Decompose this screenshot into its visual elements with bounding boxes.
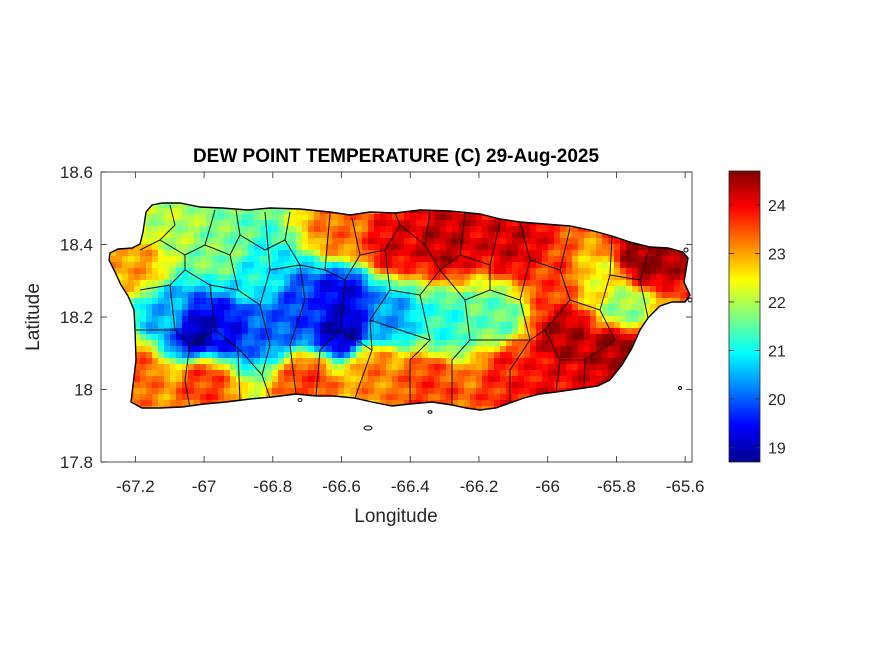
municipal-border [259,304,271,399]
chart-title: DEW POINT TEMPERATURE (C) 29-Aug-2025 [193,146,600,167]
municipal-border [439,265,491,301]
municipal-border [409,294,431,404]
colorbar: 19 20 21 22 23 24 [728,170,786,463]
municipal-border [237,349,241,403]
x-tick-label: -65.8 [597,477,636,496]
coastline [108,202,691,411]
x-tick-label: -67.2 [116,477,155,496]
municipal-border [583,309,616,389]
x-tick-label: -66 [535,477,560,496]
municipal-border [139,255,186,291]
municipal-border [284,213,331,271]
y-tick-label: 18.4 [60,236,93,255]
islet [297,398,303,402]
municipal-border [315,279,346,397]
islet [683,247,689,253]
municipal-border [214,329,263,376]
colorbar-tick-label: 22 [768,295,786,312]
municipal-border [324,217,361,281]
islet [678,386,682,390]
colorbar-tick-label: 20 [768,392,786,409]
x-axis-label: Longitude [354,506,437,527]
municipal-border [489,221,531,301]
islet [427,410,433,414]
x-tick-label: -67 [192,477,217,496]
x-tick-label: -66.6 [322,477,361,496]
colorbar-gradient [728,170,761,463]
municipal-border [159,209,216,256]
colorbar-tick-label: 21 [768,343,786,360]
islet [687,297,693,303]
municipal-border [424,211,466,271]
y-tick-label: 18.6 [60,163,93,182]
municipal-border [569,235,613,311]
y-axis-label: Latitude [23,283,44,351]
offshore-islets [297,247,693,431]
municipal-border [639,279,649,319]
plot-area: -67.2 -67 -66.8 -66.6 -66.4 -66.2 -66 -65.8 -65.… [60,163,705,496]
colorbar-ticks: 19 20 21 22 23 24 [729,198,786,457]
islet [363,425,373,431]
y-tick-label: 18.2 [60,308,93,327]
municipal-border [139,204,176,251]
x-tick-label: -65.6 [666,477,705,496]
municipal-border [239,211,291,251]
municipal-border [509,299,531,403]
municipal-border [451,299,471,405]
municipal-border [339,329,373,351]
municipal-border [369,319,431,341]
x-tick-label: -66.2 [460,477,499,496]
municipal-border [359,212,401,256]
municipal-border [529,269,571,341]
colorbar-tick-label: 23 [768,246,786,263]
colorbar-tick-label: 19 [768,440,786,457]
municipal-border [289,264,306,395]
y-tick-label: 17.8 [60,453,93,472]
x-axis-ticks: -67.2 -67 -66.8 -66.6 -66.4 -66.2 -66 -65.8 -65.… [116,172,705,496]
municipal-border [269,264,301,271]
municipal-borders [136,204,651,409]
y-axis-ticks: 17.8 18 18.2 18.4 18.6 [60,163,692,472]
x-tick-label: -66.8 [253,477,292,496]
colorbar-tick-label: 24 [768,198,786,215]
y-tick-label: 18 [74,381,93,400]
x-tick-label: -66.4 [391,477,430,496]
municipal-border [204,209,241,256]
